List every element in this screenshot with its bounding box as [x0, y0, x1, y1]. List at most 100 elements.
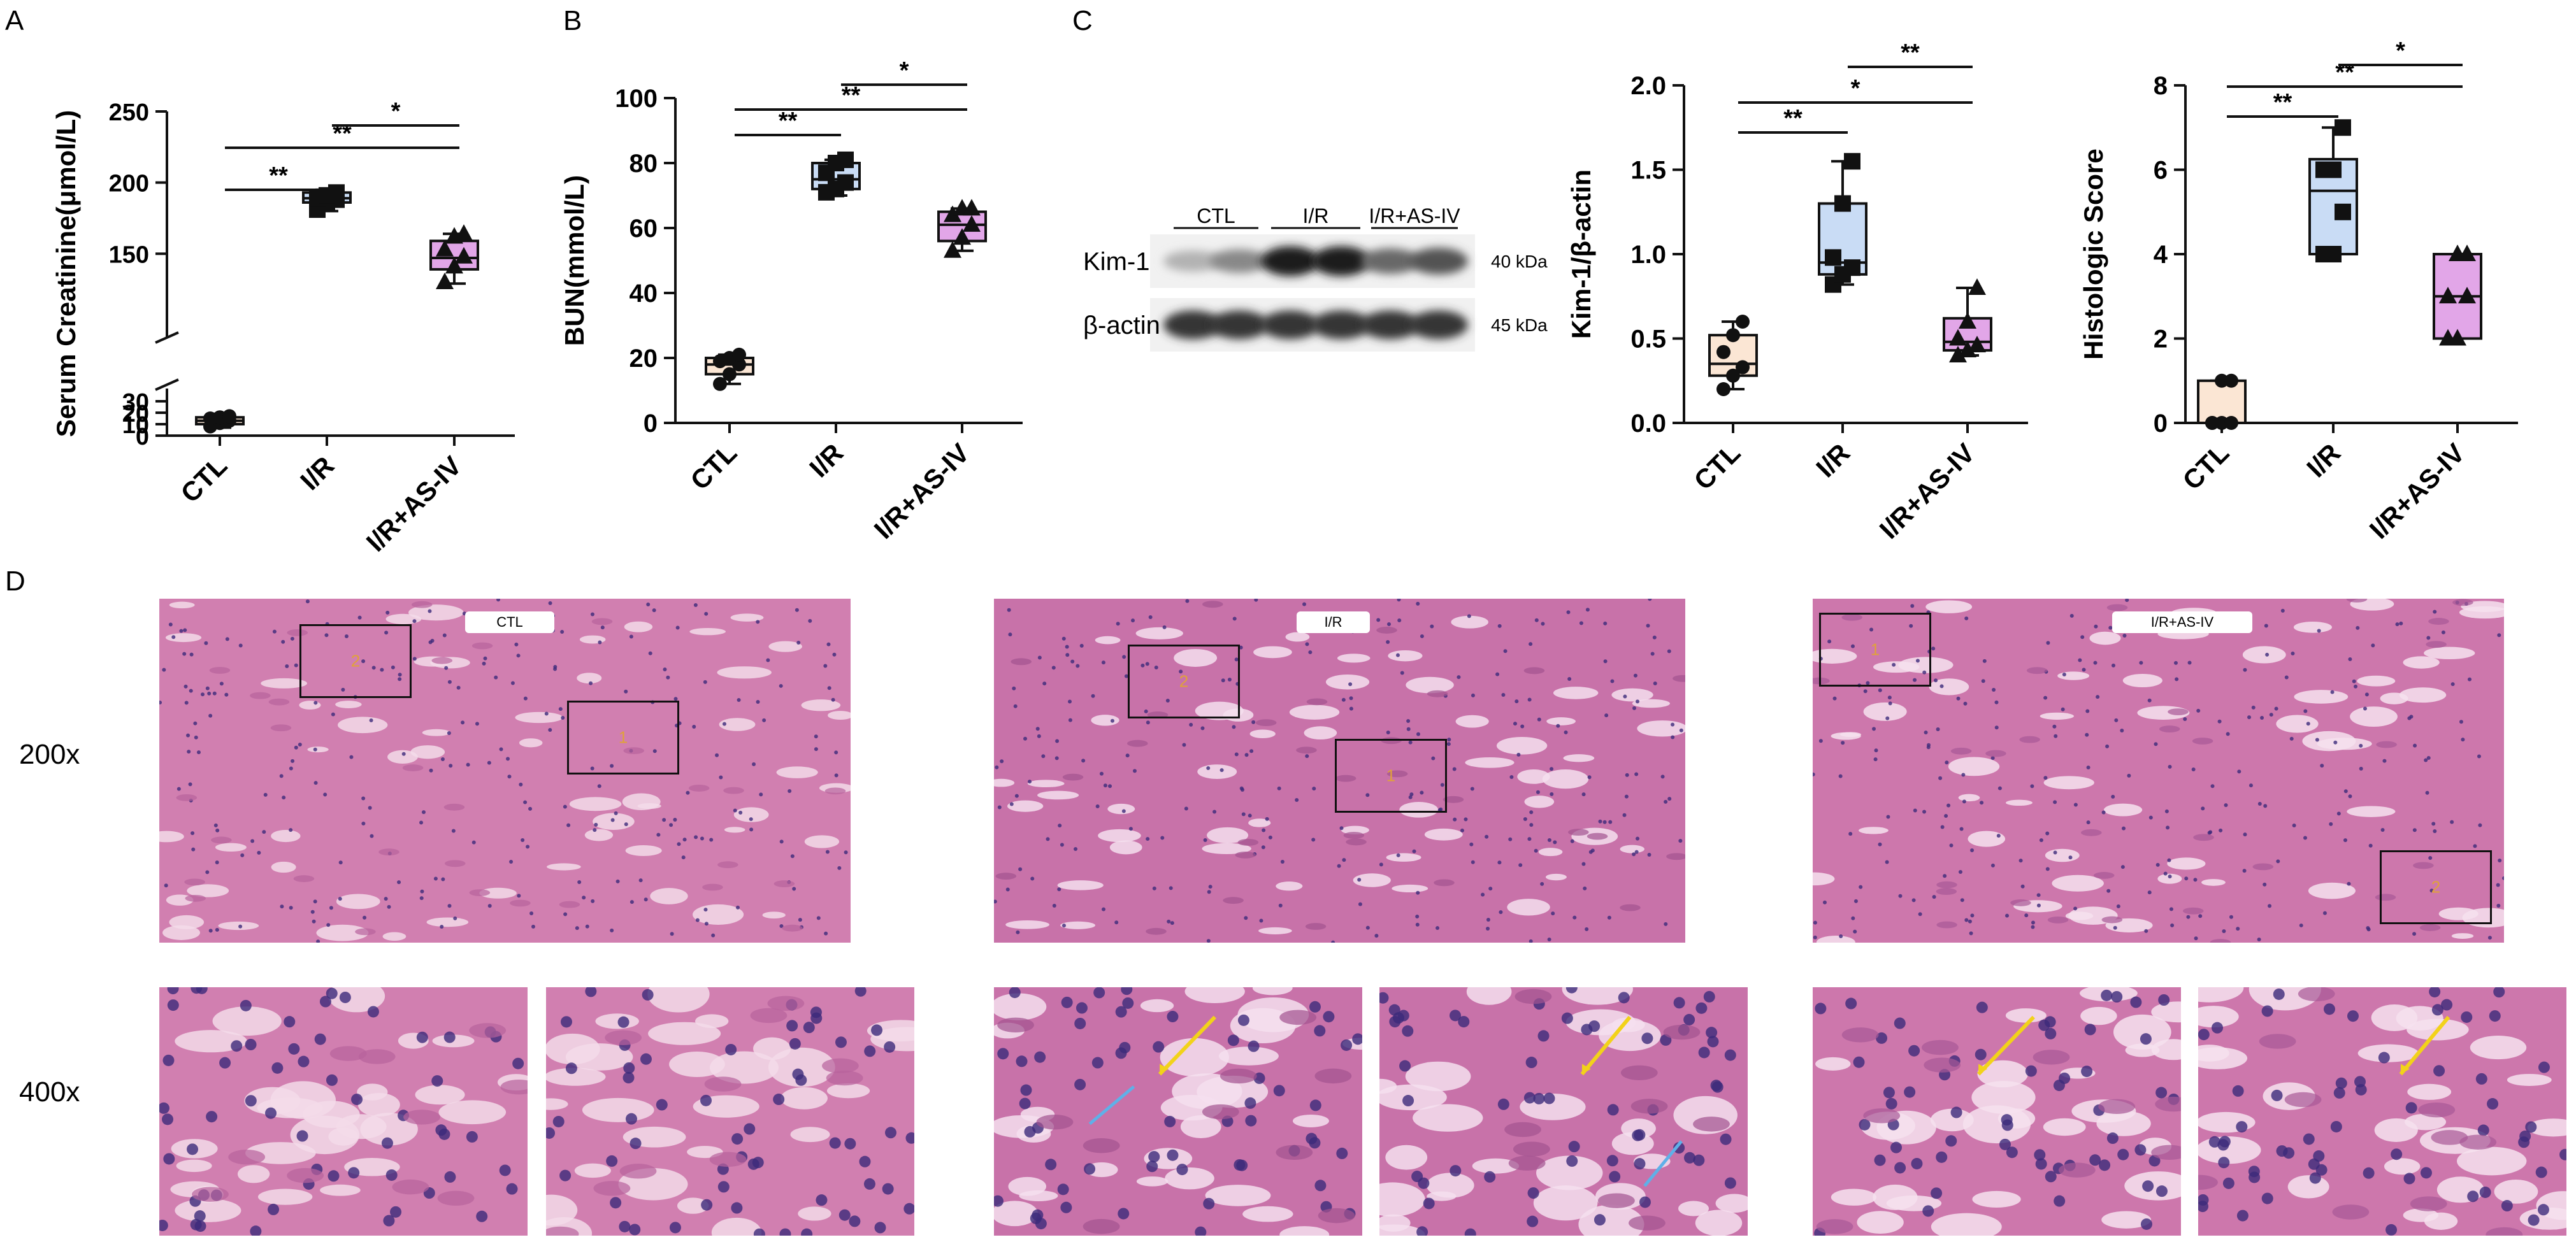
x-tick-label: CTL	[684, 438, 742, 496]
data-point	[2335, 119, 2351, 136]
y-tick-label: 2	[2154, 325, 2168, 353]
region-of-interest-box: 2	[1128, 645, 1240, 718]
y-tick-label: 150	[109, 241, 149, 268]
x-tick-label: I/R	[294, 450, 340, 496]
blot-band	[1312, 246, 1371, 276]
axis-break-mark	[155, 378, 179, 391]
region-of-interest-box: 1	[1335, 739, 1447, 813]
data-point	[713, 376, 727, 391]
group-label: I/R	[1303, 204, 1329, 227]
y-tick-label: 1.0	[1630, 241, 1666, 269]
y-tick-label: 0.5	[1630, 325, 1666, 353]
x-tick-label: I/R+AS-IV	[2364, 438, 2471, 545]
panel-label-a: A	[5, 5, 24, 36]
x-tick-label: CTL	[1688, 438, 1746, 496]
histology-group-tag: I/R+AS-IV	[2112, 611, 2252, 633]
data-point	[1834, 195, 1851, 212]
histology-400x-ctl	[546, 987, 914, 1236]
data-point	[445, 257, 463, 274]
y-tick-label: 20	[630, 345, 658, 373]
region-of-interest-box: 2	[2380, 850, 2492, 924]
region-number: 2	[1179, 671, 1189, 691]
data-point	[2439, 287, 2457, 304]
y-axis-title: Serum Creatinine(μmol/L)	[51, 110, 81, 437]
data-point	[1949, 346, 1967, 362]
data-point	[723, 367, 737, 382]
x-tick-label: I/R+AS-IV	[1874, 438, 1981, 545]
significance-label: **	[779, 108, 798, 134]
group-label: I/R+AS-IV	[1369, 204, 1460, 227]
y-tick-label: 20	[122, 401, 149, 427]
data-point	[2458, 287, 2476, 304]
data-point	[1726, 328, 1740, 343]
y-axis-title: Histologic Score	[2078, 148, 2108, 359]
blot-band	[1210, 310, 1269, 339]
significance-label: **	[2273, 89, 2292, 116]
data-point	[1716, 345, 1731, 359]
y-tick-label: 10	[122, 412, 149, 439]
histology-group-tag: I/R	[1297, 611, 1370, 633]
blot-row-label: Kim-1	[1083, 248, 1149, 276]
data-point	[963, 199, 981, 216]
data-point	[2449, 329, 2466, 346]
y-axis-title: Kim-1/β-actin	[1566, 169, 1596, 339]
data-point	[1959, 341, 1976, 358]
data-point	[953, 228, 971, 245]
y-tick-label: 0	[644, 410, 658, 438]
data-point	[1844, 153, 1860, 170]
data-point	[2325, 161, 2342, 178]
panel-label-c: C	[1072, 5, 1093, 36]
y-tick-label: 80	[630, 150, 658, 178]
blot-kda-label: 40 kDa	[1491, 252, 1548, 271]
region-number: 2	[2431, 877, 2441, 897]
data-point	[2224, 416, 2238, 430]
significance-label: **	[1783, 105, 1802, 132]
data-point	[837, 174, 854, 191]
data-point	[1736, 360, 1750, 375]
y-tick-label: 8	[2154, 72, 2168, 100]
x-tick-label: I/R	[1810, 438, 1855, 483]
y-tick-label: 200	[109, 171, 149, 197]
data-point	[1844, 259, 1860, 276]
y-tick-label: 30	[122, 389, 149, 416]
data-point	[1726, 368, 1740, 383]
y-tick-label: 2.0	[1630, 72, 1666, 100]
region-number: 1	[1386, 766, 1396, 785]
y-axis-title: BUN(mmol/L)	[559, 175, 589, 346]
data-point	[1949, 329, 1967, 346]
panel-label-d: D	[5, 566, 25, 597]
significance-label: *	[391, 98, 401, 125]
data-point	[1968, 336, 1986, 353]
region-of-interest-box: 2	[299, 624, 412, 698]
data-point	[222, 409, 236, 424]
significance-label: **	[2335, 59, 2354, 86]
region-number: 1	[1870, 639, 1880, 659]
significance-label: *	[1851, 75, 1860, 102]
blot-band	[1261, 310, 1320, 339]
data-point	[328, 184, 345, 201]
significance-label: **	[842, 82, 861, 109]
y-tick-label: 100	[615, 85, 658, 113]
x-tick-label: I/R+AS-IV	[361, 450, 468, 557]
magnification-200x: 200x	[19, 739, 80, 770]
significance-label: *	[900, 57, 909, 84]
panel-label-b: B	[563, 5, 582, 36]
group-label: CTL	[1197, 204, 1235, 227]
histology-400x-i-r-as-iv	[2198, 987, 2566, 1236]
data-point	[1825, 249, 1841, 266]
x-tick-label: CTL	[175, 450, 233, 508]
y-tick-label: 4	[2154, 241, 2168, 269]
histology-400x-ctl	[159, 987, 528, 1236]
data-point	[2325, 246, 2342, 262]
data-point	[2224, 373, 2238, 388]
blot-band	[1163, 250, 1222, 272]
histology-400x-i-r	[1379, 987, 1748, 1236]
data-point	[732, 347, 746, 362]
y-tick-label: 60	[630, 215, 658, 243]
histology-200x-i-r	[994, 599, 1685, 943]
histology-400x-i-r-as-iv	[1813, 987, 2181, 1236]
region-number: 1	[618, 727, 628, 747]
